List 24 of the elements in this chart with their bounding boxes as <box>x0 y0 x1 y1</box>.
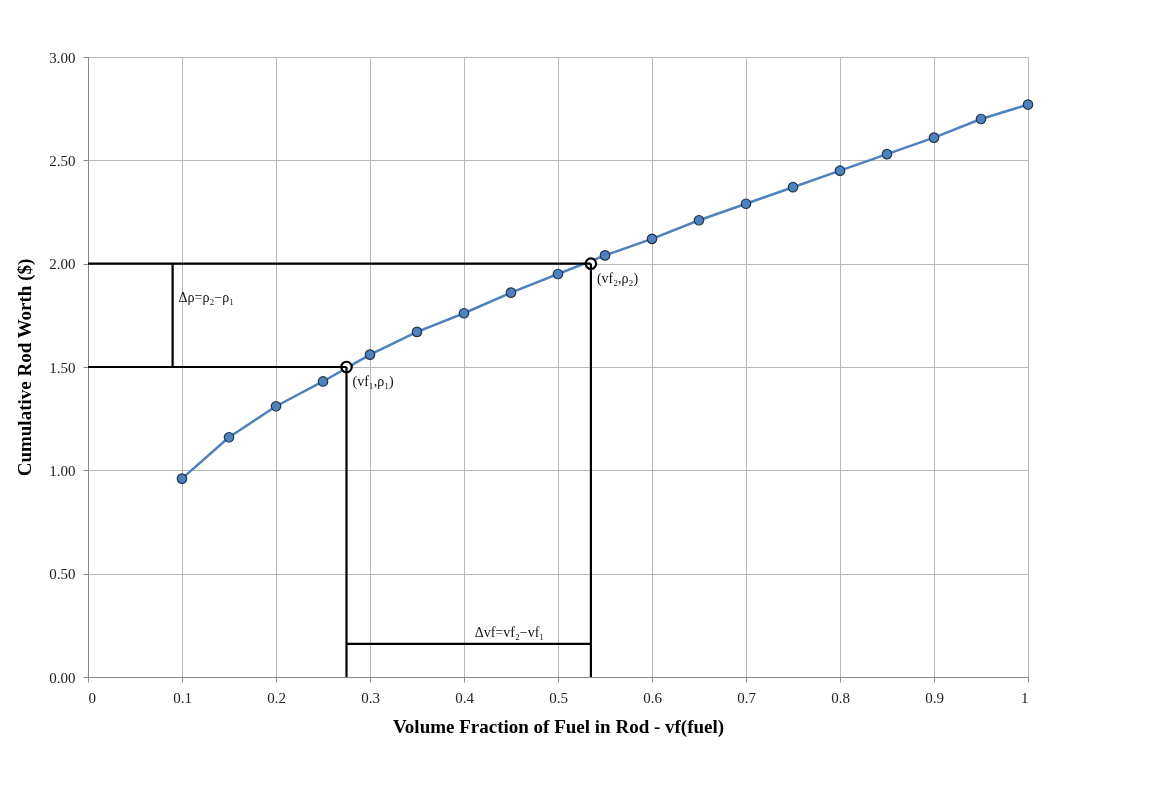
y-tick-label: 0.50 <box>49 566 76 583</box>
annotation: (vf₁,ρ₁) <box>352 374 395 390</box>
y-tick-label: 3.00 <box>49 49 76 66</box>
x-tick-label: 1 <box>1021 689 1029 706</box>
x-tick-label: 0.8 <box>831 689 850 706</box>
x-tick-label: 0.1 <box>173 689 192 706</box>
x-tick-label: 0.3 <box>361 689 380 706</box>
x-tick-label: 0.7 <box>737 689 757 706</box>
y-tick-label: 2.50 <box>49 152 76 169</box>
x-tick-label: 0.6 <box>643 689 663 706</box>
x-tick-label: 0.5 <box>549 689 568 706</box>
y-tick-label: 0.00 <box>49 669 76 686</box>
y-tick-label: 2.00 <box>49 256 76 273</box>
annotation: Δvf=vf₂−vf₁ <box>474 624 545 640</box>
x-tick-label: 0.2 <box>267 689 286 706</box>
x-tick-label: 0.4 <box>455 689 475 706</box>
annotation: (vf₂,ρ₂) <box>596 270 639 287</box>
x-tick-label: 0 <box>88 689 96 706</box>
annotation: Δρ=ρ₂−ρ₁ <box>178 290 235 306</box>
x-tick-label: 0.9 <box>925 689 944 706</box>
y-tick-label: 1.00 <box>49 462 76 479</box>
y-tick-label: 1.50 <box>49 359 76 376</box>
x-axis-title: Volume Fraction of Fuel in Rod - vf(fuel) <box>392 715 725 738</box>
y-axis-title: Cumulative Rod Worth ($) <box>14 258 37 477</box>
